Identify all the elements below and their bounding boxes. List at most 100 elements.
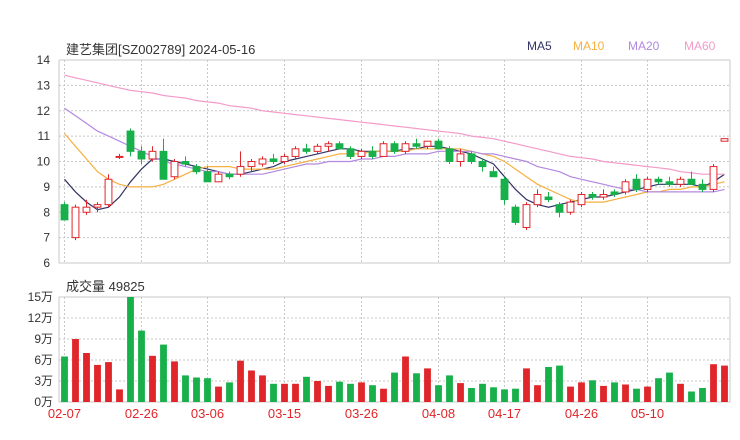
candle-body [632,178,641,190]
volume-bar [666,372,673,402]
volume-bar [391,372,398,402]
candle-body [500,178,509,201]
price-y-tick-label: 11 [38,129,51,143]
price-y-tick-label: 7 [43,231,50,245]
volume-bar [479,383,486,402]
candle-body [423,140,432,147]
candle-body [60,204,69,221]
axes: 6 7 8 9 10 11 12 13 14 0万 3万 6万 9万 12万 15万 02-07 02-26 03… [28,53,664,421]
volume-bar [193,377,200,402]
candle-body [247,161,256,168]
price-y-tick-label: 10 [37,155,51,169]
volume-bar [314,381,321,402]
candle-body [698,183,707,190]
volume-bar [589,380,596,402]
candle-body [225,173,234,178]
x-tick-label: 02-26 [125,406,158,421]
volume-bar [633,388,640,402]
volume-label: 成交量 49825 [66,279,145,294]
volume-bar [424,368,431,402]
candle-body [687,178,696,185]
x-tick-label: 03-26 [345,406,378,421]
price-y-tick-label: 8 [43,205,50,219]
volume-bar [358,382,365,402]
candle-body [357,150,366,157]
candle-body [236,166,245,175]
volume-bar [578,382,585,402]
candle-body [588,193,597,198]
candle-body [313,145,322,152]
candle-body [214,173,223,183]
volume-bar [116,389,123,402]
candle-body [368,150,377,157]
candle-body [104,178,113,206]
volume-bars [61,297,728,402]
candle-body [621,181,630,193]
volume-bar [644,386,651,402]
ma60-line [64,74,725,175]
price-y-tick-label: 13 [37,78,51,92]
volume-bar [677,383,684,402]
volume-bar [270,383,277,402]
x-tick-label: 03-15 [268,406,301,421]
volume-y-tick-label: 3万 [34,374,53,388]
volume-bar [380,388,387,402]
candle-body [522,204,531,228]
x-tick-label: 04-17 [488,406,521,421]
candle-body [170,161,179,178]
volume-bar [534,385,541,402]
volume-bar [281,383,288,402]
candle-body [335,143,344,150]
volume-bar [688,391,695,402]
candle-body [676,178,685,185]
candle-body [192,166,201,173]
volume-bar [248,370,255,402]
volume-bar [105,362,112,402]
price-y-tick-label: 6 [43,256,50,270]
chart-title: 建艺集团[SZ002789] 2024-05-16 [66,42,256,57]
volume-y-tick-label: 0万 [34,395,53,409]
volume-bar [336,381,343,402]
volume-bar [710,364,717,402]
candle-body [577,193,586,206]
volume-bar [204,378,211,402]
candle-body [599,193,608,198]
candle-body [159,150,168,180]
candle-body [291,148,300,157]
volume-bar [567,386,574,402]
volume-bar [655,378,662,402]
volume-bar [611,382,618,402]
volume-bar [259,375,266,402]
legend-ma20: MA20 [628,39,660,53]
volume-y-tick-label: 12万 [28,311,53,325]
candle-body [324,143,333,147]
volume-bar [325,385,332,402]
candle-body [390,143,399,152]
volume-bar [413,373,420,402]
candle-body [302,148,311,152]
candle-body [456,153,465,162]
volume-bar [127,297,134,402]
volume-bar [435,385,442,402]
candle-body [511,206,520,223]
legend-ma10: MA10 [573,39,605,53]
volume-bar [171,361,178,402]
x-tick-label: 04-08 [422,406,455,421]
volume-bar [237,360,244,402]
volume-bar [149,355,156,402]
candles [60,128,729,241]
candle-body [533,193,542,206]
candle-body [71,206,80,239]
volume-bar [545,367,552,402]
volume-bar [138,330,145,402]
candle-body [401,143,410,152]
candle-body [555,204,564,213]
volume-bar [94,364,101,402]
candle-body [412,143,421,147]
volume-bar [182,375,189,402]
volume-bar [622,384,629,402]
x-tick-label: 05-10 [631,406,664,421]
volume-bar [523,368,530,402]
candle-body [82,206,91,213]
